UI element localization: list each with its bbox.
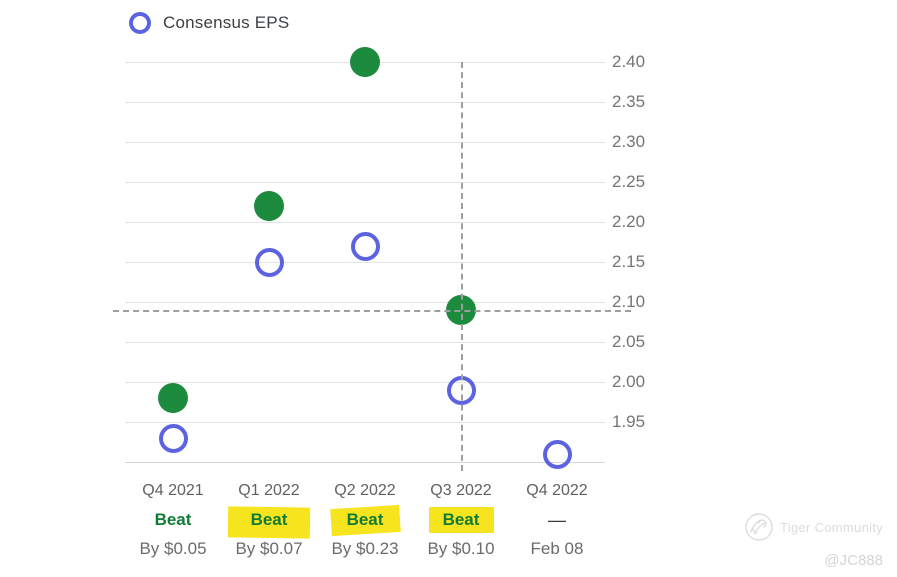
consensus-eps-point	[158, 423, 188, 453]
x-axis-line	[125, 462, 605, 463]
legend-label: Consensus EPS	[163, 13, 290, 32]
quarter-column: Q4 2021 Beat By $0.05	[125, 480, 221, 561]
x-axis-tick-label: Q1 2022	[238, 482, 300, 499]
beat-result-label: Beat	[442, 510, 480, 529]
consensus-eps-point	[542, 439, 572, 469]
y-axis-tick-label: 1.95	[612, 412, 646, 431]
actual-eps-point	[158, 383, 188, 413]
x-axis-tick-label: Q3 2022	[430, 482, 492, 499]
quarter-column: Q2 2022 Beat By $0.23	[317, 480, 413, 561]
beat-result-label: —	[548, 510, 566, 530]
tiger-community-logo-icon	[745, 513, 773, 541]
gridline	[125, 422, 605, 423]
plot-area	[125, 47, 605, 469]
y-axis-tick-label: 2.20	[612, 212, 646, 231]
y-axis-tick-label: 2.05	[612, 332, 646, 351]
horizontal-reference-line	[113, 310, 631, 312]
actual-eps-point	[254, 191, 284, 221]
beat-result-label: Beat	[154, 510, 192, 529]
y-axis-tick-label: 2.30	[612, 132, 646, 151]
legend: Consensus EPS	[129, 12, 289, 34]
gridline	[125, 382, 605, 383]
beat-detail-label: By $0.10	[427, 539, 495, 558]
beat-result-label: Beat	[250, 510, 288, 529]
result-row: Beat	[413, 506, 509, 537]
quarter-column: Q1 2022 Beat By $0.07	[221, 480, 317, 561]
beat-detail-label: By $0.05	[139, 539, 207, 558]
gridline	[125, 262, 605, 263]
watermark: Tiger Community @JC888	[733, 512, 883, 569]
consensus-eps-point	[350, 231, 380, 261]
gridline	[125, 302, 605, 303]
result-row: —	[509, 506, 605, 537]
beat-result-label: Beat	[346, 510, 384, 529]
result-row: Beat	[221, 506, 317, 539]
quarter-column: Q3 2022 Beat By $0.10	[413, 480, 509, 561]
quarter-column: Q4 2022 — Feb 08	[509, 480, 605, 561]
beat-detail-label: Feb 08	[530, 539, 584, 558]
x-axis-tick-label: Q4 2022	[526, 482, 588, 499]
consensus-eps-legend-icon	[129, 12, 151, 34]
y-axis-tick-label: 2.25	[612, 172, 646, 191]
beat-highlight	[429, 507, 494, 533]
x-axis-tick-label: Q4 2021	[142, 482, 204, 499]
beat-detail-label: By $0.23	[331, 539, 399, 558]
y-axis-tick-label: 2.35	[612, 92, 646, 111]
x-axis-annotations: Q4 2021 Beat By $0.05 Q1 2022 Beat By $0.07 Q2…	[125, 480, 605, 561]
gridline	[125, 182, 605, 183]
result-row: Beat	[125, 506, 221, 537]
watermark-handle: @JC888	[824, 552, 883, 569]
actual-eps-point	[350, 47, 380, 77]
gridline	[125, 142, 605, 143]
x-axis-tick-label: Q2 2022	[334, 482, 396, 499]
gridline	[125, 222, 605, 223]
consensus-eps-point	[254, 247, 284, 277]
watermark-community-label: Tiger Community	[780, 519, 883, 535]
result-row: Beat	[317, 504, 413, 537]
y-axis-tick-label: 2.10	[612, 292, 646, 311]
gridline	[125, 342, 605, 343]
vertical-reference-line	[461, 62, 463, 471]
y-axis-tick-label: 2.15	[612, 252, 646, 271]
y-axis-tick-label: 2.40	[612, 52, 646, 71]
y-axis-tick-label: 2.00	[612, 372, 646, 391]
gridline	[125, 102, 605, 103]
beat-detail-label: By $0.07	[235, 539, 303, 558]
